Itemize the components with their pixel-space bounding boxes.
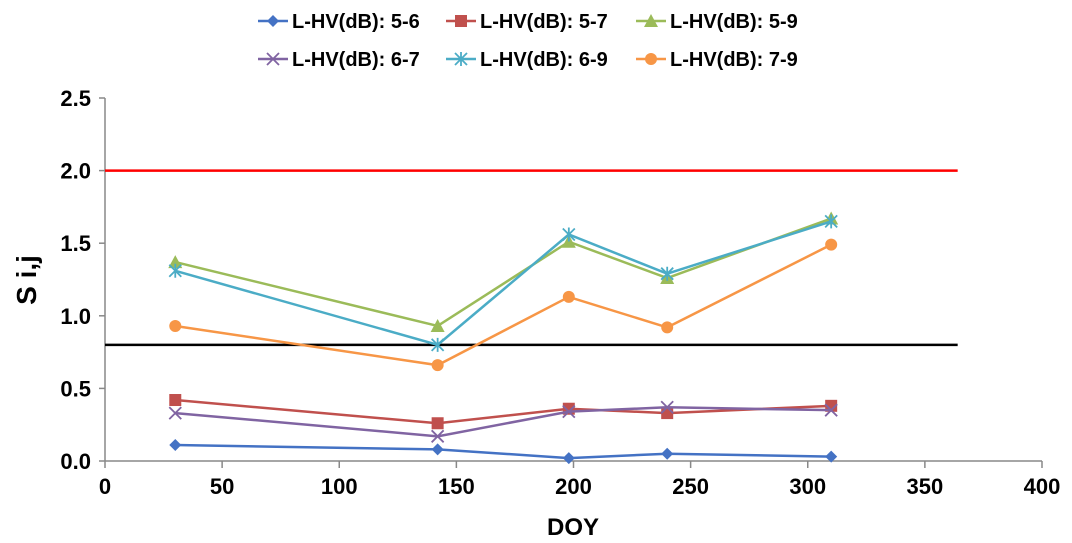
legend-marker [455,15,467,27]
data-point [168,263,182,278]
series-4 [168,400,838,443]
x-tick-label: 300 [789,474,826,499]
legend-item: L-HV(dB): 6-9 [446,49,608,71]
data-point [824,214,838,229]
y-tick-label: 2.5 [60,86,91,111]
y-tick-label: 2.0 [60,159,91,184]
series-5 [168,214,838,352]
legend-item: L-HV(dB): 7-9 [636,49,798,71]
x-tick-label: 100 [321,474,358,499]
y-tick-label: 1.5 [60,231,91,256]
legend-label: L-HV(dB): 6-9 [480,49,608,71]
data-point [430,318,445,332]
reference-lines [105,169,958,347]
x-tick-label: 400 [1024,474,1061,499]
data-point [825,238,838,251]
y-tick-label: 0.0 [60,449,91,474]
series-group [168,211,839,465]
data-point [562,290,575,303]
data-point [825,450,838,463]
legend-label: L-HV(dB): 5-9 [670,11,798,33]
series-3 [168,211,839,332]
legend-marker [454,52,468,66]
legend-item: L-HV(dB): 5-9 [636,11,798,33]
y-tick-label: 1.0 [60,304,91,329]
data-point [431,417,444,430]
data-point [661,407,674,420]
legend-marker [267,15,279,27]
data-point [661,447,674,460]
y-axis-ticks: 0.0 0.5 1.0 1.5 2.0 2.5 [60,86,105,474]
data-point [431,359,444,372]
y-axis-title: S i,j [11,255,42,305]
data-point [169,394,182,407]
legend-label: L-HV(dB): 5-6 [292,11,420,33]
legend: L-HV(dB): 5-6 L-HV(dB): 5-7 L-HV(dB): 5-9 L… [258,11,798,71]
data-point [430,337,445,352]
legend-label: L-HV(dB): 7-9 [670,49,798,71]
x-tick-label: 150 [438,474,475,499]
x-tick-label: 200 [555,474,592,499]
series-line [175,443,832,460]
data-point [169,439,182,452]
series-line [175,406,832,438]
x-tick-label: 350 [907,474,944,499]
plot-area: 0 50 100 150 200 250 300 350 400 0.0 0.5 1.0 1.5 2.0… [60,86,1060,499]
legend-item: L-HV(dB): 5-6 [258,11,420,33]
data-point [562,452,575,465]
series-line [175,243,832,367]
data-point [660,266,674,281]
data-point [430,429,445,443]
data-point [169,319,182,332]
series-line [174,217,832,328]
data-point [431,443,444,456]
legend-item: L-HV(dB): 6-7 [258,49,420,71]
series-1 [169,439,838,465]
legend-item: L-HV(dB): 5-7 [446,11,608,33]
x-axis-title: DOY [547,514,599,541]
legend-marker [645,53,657,65]
data-point [660,400,674,414]
legend-marker [644,14,658,27]
y-tick-label: 0.5 [60,376,91,401]
x-tick-label: 0 [99,474,111,499]
data-point [562,227,576,242]
data-point [824,403,838,417]
series-6 [169,238,838,372]
data-point [661,321,674,334]
legend-label: L-HV(dB): 5-7 [480,11,608,33]
data-point [168,406,182,420]
data-point [825,399,838,412]
x-axis-ticks: 0 50 100 150 200 250 300 350 400 [99,461,1060,499]
data-point [562,404,576,419]
x-tick-label: 250 [672,474,709,499]
series-line [175,398,832,425]
legend-label: L-HV(dB): 6-7 [292,49,420,71]
legend-marker [266,52,280,66]
x-tick-label: 50 [210,474,234,499]
data-point [168,255,183,269]
